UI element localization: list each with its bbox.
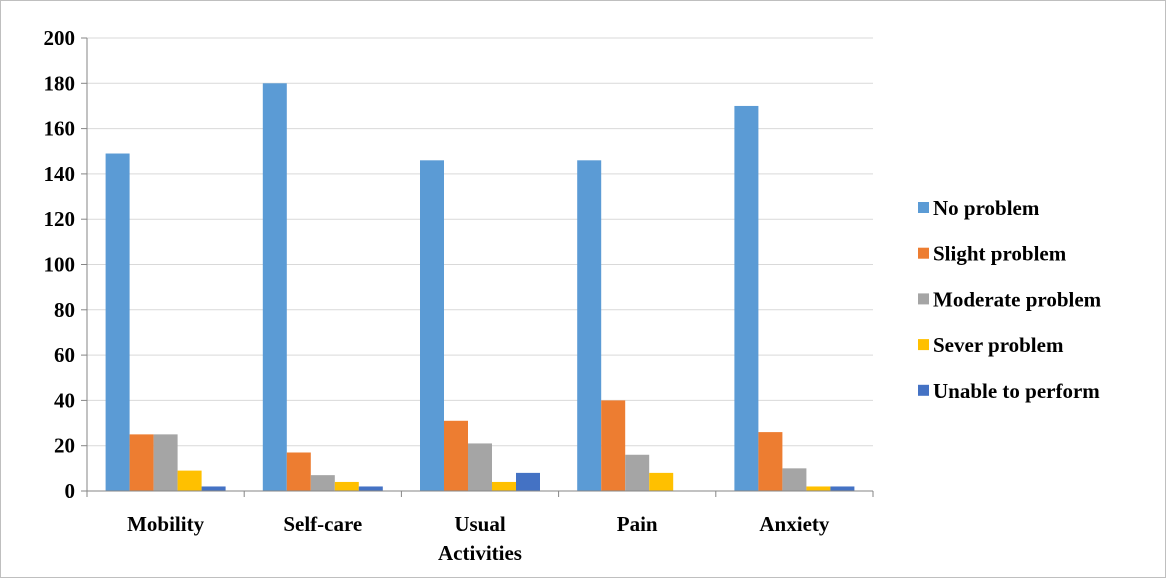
y-tick-labels: 0 20 40 60 80 100 120 140 160 180 200 [44, 26, 76, 503]
legend-swatch [918, 202, 929, 213]
bar [649, 472, 674, 491]
bar [625, 454, 650, 491]
bar [492, 481, 516, 491]
bar [177, 470, 202, 491]
legend-label: Slight problem [933, 242, 1067, 266]
bar [153, 434, 178, 491]
legend: No problem Slight problem Moderate problem… [918, 196, 1102, 403]
bar [468, 443, 492, 491]
legend-swatch [918, 247, 929, 259]
legend-label: Sever problem [933, 333, 1064, 357]
bar [310, 475, 335, 491]
bar [334, 481, 359, 491]
y-tick-label: 120 [44, 207, 76, 231]
y-tick-label: 200 [44, 26, 76, 50]
axes [81, 37, 874, 497]
x-tick-label: Activities [438, 541, 522, 565]
y-tick-label: 160 [44, 117, 76, 141]
y-tick-label: 100 [44, 253, 76, 277]
y-tick-label: 80 [54, 298, 75, 322]
legend-swatch [918, 339, 929, 351]
bars [105, 83, 855, 492]
y-tick-label: 0 [65, 479, 76, 503]
x-tick-labels: Mobility Self-care Usual Activities Pain Anxi… [127, 512, 830, 565]
bar [830, 486, 855, 491]
bar [444, 420, 468, 491]
legend-label: Moderate problem [933, 287, 1102, 311]
y-tick-label: 180 [44, 71, 76, 95]
x-tick-label: Self-care [283, 512, 362, 536]
bar [806, 486, 831, 491]
bar [577, 160, 602, 491]
legend-label: No problem [933, 196, 1040, 220]
x-tick-label: Mobility [127, 512, 204, 536]
legend-swatch [918, 384, 929, 396]
y-tick-label: 60 [54, 343, 75, 367]
bar [129, 434, 154, 491]
bar [601, 400, 626, 491]
bar [105, 153, 130, 491]
bar [286, 452, 311, 491]
bar [758, 432, 783, 491]
bar [358, 486, 383, 491]
x-tick-label: Usual [454, 512, 506, 536]
bar [262, 83, 287, 492]
legend-label: Unable to perform [933, 379, 1100, 403]
x-tick-label: Anxiety [759, 512, 829, 536]
legend-swatch [918, 293, 929, 305]
bar [782, 468, 807, 491]
y-tick-label: 40 [54, 388, 75, 412]
y-tick-label: 20 [54, 434, 75, 458]
bar [201, 486, 226, 491]
bar [734, 105, 759, 491]
y-tick-label: 140 [44, 162, 76, 186]
bar [516, 472, 540, 491]
bar [420, 160, 444, 491]
x-tick-label: Pain [617, 512, 658, 536]
